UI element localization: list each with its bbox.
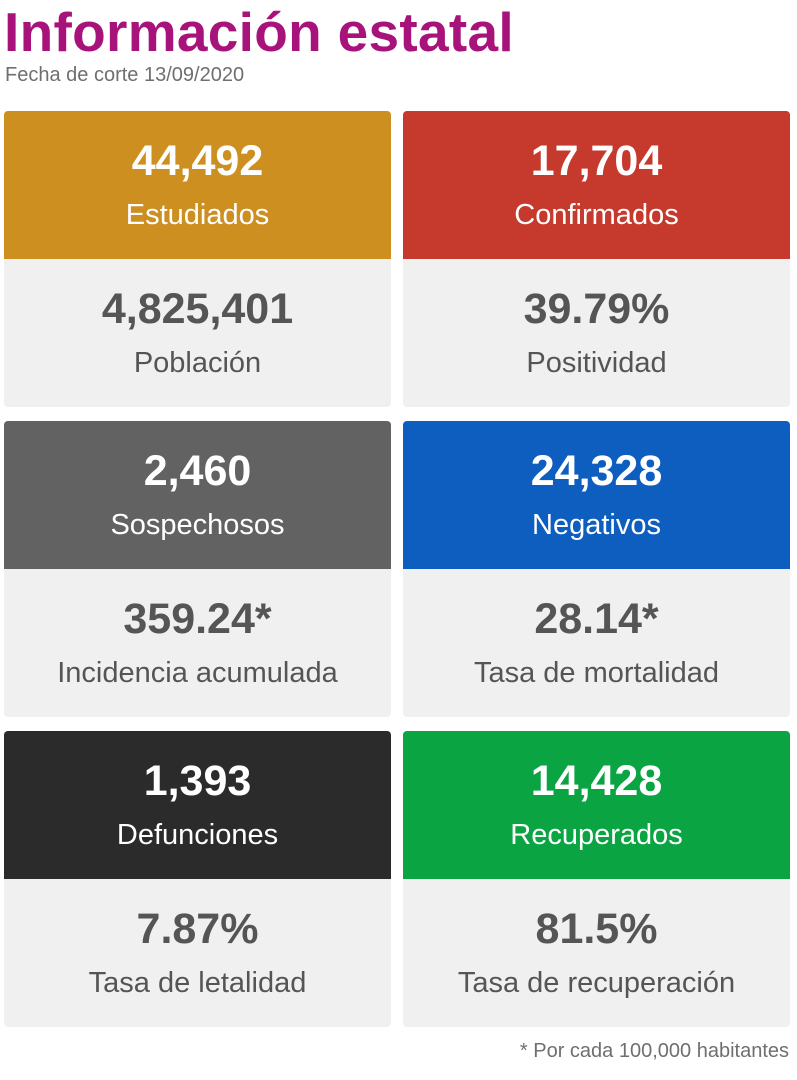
confirmados-value: 17,704	[530, 137, 663, 185]
card-defunciones-header: 1,393 Defunciones	[4, 731, 391, 879]
card-recuperados: 14,428 Recuperados 81.5% Tasa de recuper…	[403, 731, 790, 1027]
recuperacion-value: 81.5%	[535, 905, 658, 953]
card-confirmados-header: 17,704 Confirmados	[403, 111, 790, 259]
defunciones-label: Defunciones	[116, 819, 279, 851]
confirmados-label: Confirmados	[514, 199, 679, 231]
cutoff-date: Fecha de corte 13/09/2020	[5, 64, 245, 86]
card-estudiados: 44,492 Estudiados 4,825,401 Población	[4, 111, 391, 407]
card-negativos-header: 24,328 Negativos	[403, 421, 790, 569]
recuperacion-label: Tasa de recuperación	[457, 967, 736, 999]
card-confirmados: 17,704 Confirmados 39.79% Positividad	[403, 111, 790, 407]
card-sospechosos: 2,460 Sospechosos 359.24* Incidencia acu…	[4, 421, 391, 717]
sospechosos-label: Sospechosos	[110, 509, 285, 541]
card-letalidad: 7.87% Tasa de letalidad	[4, 879, 391, 1027]
estudiados-label: Estudiados	[125, 199, 270, 231]
negativos-value: 24,328	[530, 447, 663, 495]
card-recuperados-header: 14,428 Recuperados	[403, 731, 790, 879]
card-estudiados-header: 44,492 Estudiados	[4, 111, 391, 259]
card-sospechosos-header: 2,460 Sospechosos	[4, 421, 391, 569]
letalidad-label: Tasa de letalidad	[88, 967, 307, 999]
estudiados-value: 44,492	[131, 137, 264, 185]
positividad-label: Positividad	[526, 347, 667, 379]
defunciones-value: 1,393	[143, 757, 252, 805]
positividad-value: 39.79%	[523, 285, 670, 333]
negativos-label: Negativos	[532, 509, 661, 541]
mortalidad-label: Tasa de mortalidad	[473, 657, 720, 689]
card-mortalidad: 28.14* Tasa de mortalidad	[403, 569, 790, 717]
poblacion-label: Población	[133, 347, 262, 379]
card-negativos: 24,328 Negativos 28.14* Tasa de mortalid…	[403, 421, 790, 717]
card-recuperacion: 81.5% Tasa de recuperación	[403, 879, 790, 1027]
recuperados-value: 14,428	[530, 757, 663, 805]
page-title: Información estatal	[4, 1, 514, 63]
sospechosos-value: 2,460	[143, 447, 252, 495]
incidencia-label: Incidencia acumulada	[57, 657, 338, 689]
poblacion-value: 4,825,401	[101, 285, 294, 333]
recuperados-label: Recuperados	[510, 819, 683, 851]
incidencia-value: 359.24*	[123, 595, 272, 643]
footnote: * Por cada 100,000 habitantes	[519, 1040, 789, 1062]
card-positividad: 39.79% Positividad	[403, 259, 790, 407]
mortalidad-value: 28.14*	[534, 595, 659, 643]
card-incidencia: 359.24* Incidencia acumulada	[4, 569, 391, 717]
card-poblacion: 4,825,401 Población	[4, 259, 391, 407]
letalidad-value: 7.87%	[136, 905, 259, 953]
card-defunciones: 1,393 Defunciones 7.87% Tasa de letalida…	[4, 731, 391, 1027]
